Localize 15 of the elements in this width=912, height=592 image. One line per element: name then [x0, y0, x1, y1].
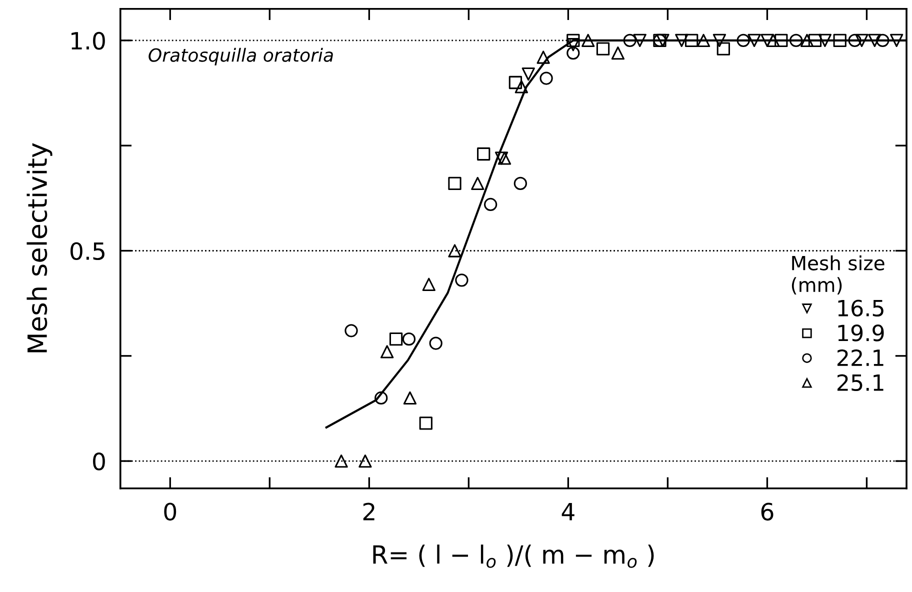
x-tick-label: 6	[761, 502, 774, 521]
x-tick-label: 4	[562, 503, 574, 520]
legend-label: 25.1	[837, 374, 884, 392]
y-axis-title: Mesh selectivity	[26, 143, 52, 352]
legend-label: 16.5	[838, 300, 884, 317]
annotation: Oratosquilla oratoria	[148, 48, 333, 66]
legend-label: 22.1	[837, 349, 884, 366]
x-axis-title: R= ( l − l$_{o}$ )/( m − m$_{o}$ )	[373, 544, 654, 568]
legend-label: 19.9	[838, 324, 884, 342]
legend-title: Mesh size (mm)	[792, 255, 884, 294]
y-tick-label: 0.5	[70, 242, 104, 260]
x-tick-label: 0	[164, 502, 176, 521]
x-tick-label: 2	[363, 502, 374, 520]
y-tick-label: 0	[93, 452, 105, 470]
y-tick-label: 1.0	[72, 32, 105, 50]
